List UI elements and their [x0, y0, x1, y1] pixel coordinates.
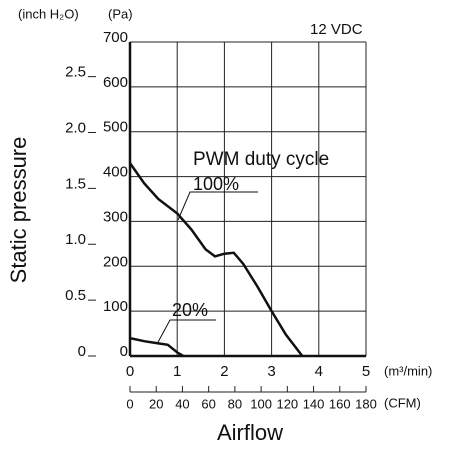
- x2-tick-label: 140: [303, 396, 325, 411]
- leader-line: [177, 191, 258, 221]
- y-tick-label: 300: [103, 208, 128, 225]
- y2-tick-label: 0: [78, 343, 86, 360]
- x2-tick-label: 120: [276, 396, 298, 411]
- series-label: 100%: [193, 174, 239, 194]
- x2-tick-label: 40: [175, 396, 189, 411]
- x2-tick-label: 180: [355, 396, 377, 411]
- x-tick-label: 4: [315, 363, 323, 380]
- note: 12 VDC: [310, 21, 363, 38]
- legend-title: PWM duty cycle: [193, 149, 329, 170]
- y2-tick-label: 2.5: [65, 64, 86, 81]
- x2-tick-label: 80: [228, 396, 242, 411]
- x-tick-label: 0: [126, 363, 134, 380]
- y2-tick-label: 1.5: [65, 175, 86, 192]
- y-tick-label: 100: [103, 298, 128, 315]
- x-axis-title: Airflow: [217, 420, 283, 445]
- y-tick-label: 0: [120, 343, 128, 360]
- x2-unit: (CFM): [384, 395, 421, 410]
- curve: [129, 336, 184, 358]
- x-tick-label: 2: [220, 363, 228, 380]
- y2-unit: (inch H₂O): [18, 6, 79, 21]
- x2-tick-label: 60: [201, 396, 215, 411]
- x-tick-label: 1: [173, 363, 181, 380]
- y-tick-label: 200: [103, 253, 128, 270]
- y-unit: (Pa): [108, 6, 133, 21]
- y-tick-label: 500: [103, 119, 128, 136]
- x-tick-label: 5: [362, 363, 370, 380]
- y-tick-label: 600: [103, 74, 128, 91]
- curve: [128, 162, 304, 357]
- x-unit: (m³/min): [384, 363, 432, 378]
- y2-tick-label: 0.5: [65, 287, 86, 304]
- leader-line: [156, 319, 216, 345]
- x2-tick-label: 20: [149, 396, 163, 411]
- y2-tick-label: 1.0: [65, 231, 86, 248]
- y-tick-label: 700: [103, 29, 128, 46]
- x2-tick-label: 100: [250, 396, 272, 411]
- x2-tick-label: 0: [126, 396, 133, 411]
- y2-tick-label: 2.0: [65, 119, 86, 136]
- x-tick-label: 3: [267, 363, 275, 380]
- series-label: 20%: [172, 300, 208, 320]
- y-tick-label: 400: [103, 164, 128, 181]
- x2-tick-label: 160: [329, 396, 351, 411]
- y-axis-title: Static pressure: [6, 137, 31, 284]
